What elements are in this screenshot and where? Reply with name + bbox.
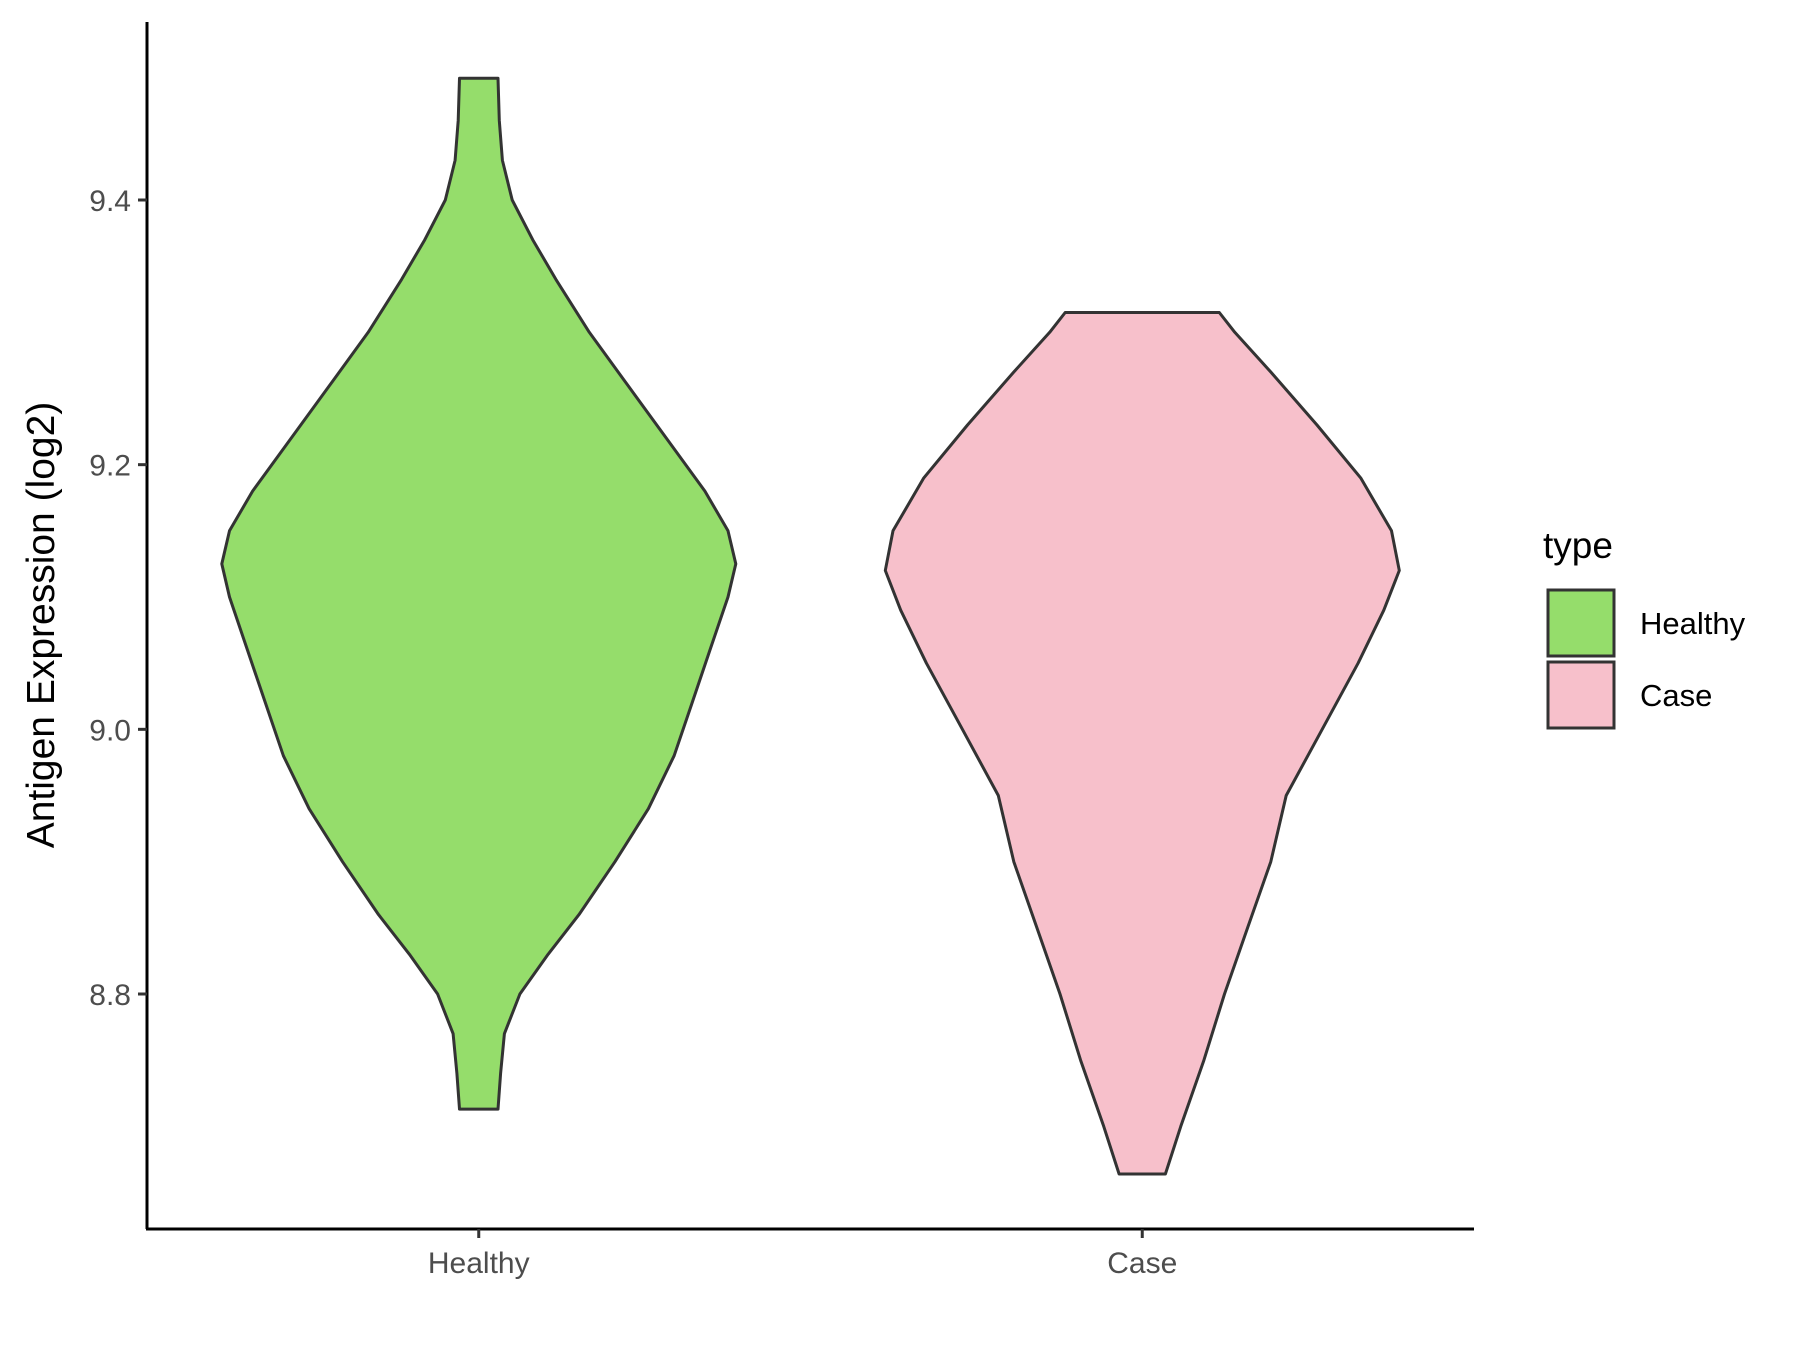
violin-healthy: [220, 76, 738, 1111]
violin-layer: [220, 76, 1401, 1176]
legend-swatch: [1546, 660, 1616, 730]
x-axis-ticks: Healthy Case: [428, 1229, 1177, 1280]
x-tick-label: Case: [1107, 1247, 1177, 1280]
y-tick-label: 9.0: [89, 714, 131, 747]
legend-label: Healthy: [1640, 606, 1746, 641]
violin-case: [883, 311, 1401, 1176]
y-axis-ticks: 8.8 9.0 9.2 9.4: [89, 185, 147, 1012]
x-tick-label: Healthy: [428, 1247, 530, 1280]
y-tick-label: 9.4: [89, 185, 131, 218]
legend-label: Case: [1640, 678, 1712, 713]
y-axis-title: Antigen Expression (log2): [20, 402, 63, 849]
legend-items: Healthy Case: [1546, 588, 1746, 730]
legend: type Healthy Case: [1543, 525, 1746, 730]
y-tick-label: 9.2: [89, 450, 131, 483]
legend-title: type: [1543, 525, 1613, 566]
legend-swatch: [1546, 588, 1616, 658]
y-tick-label: 8.8: [89, 979, 131, 1012]
